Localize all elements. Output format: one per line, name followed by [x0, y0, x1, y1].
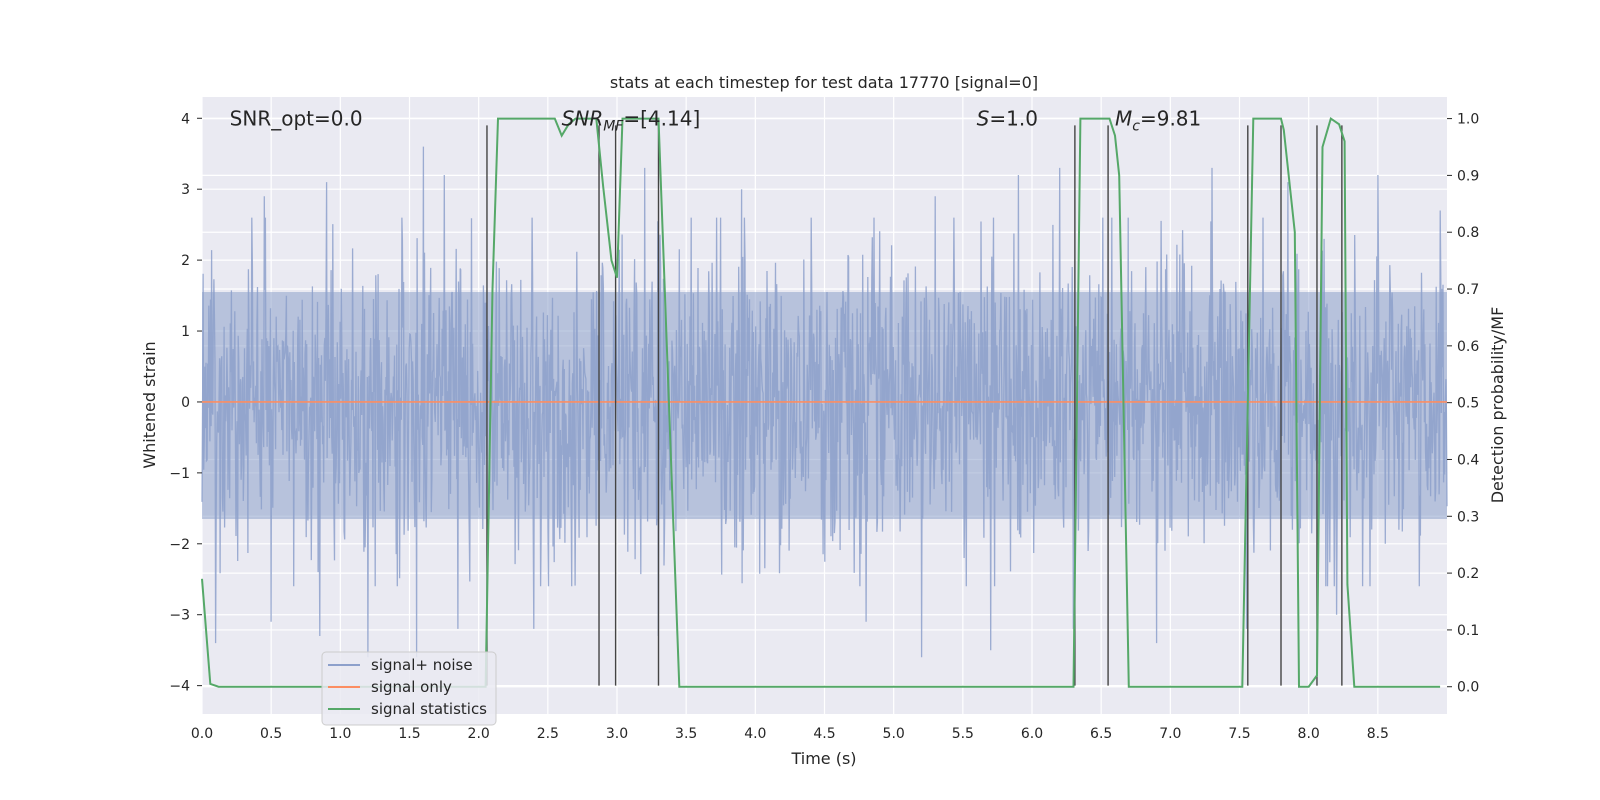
x-tick-label: 3.5	[675, 726, 697, 742]
y-axis-right-title: Detection probability/MF	[1488, 307, 1507, 504]
annotation: Mc=9.81	[1115, 106, 1201, 134]
signal-statistics-line	[201, 116, 1441, 688]
y-tick-label: 0	[181, 395, 190, 411]
legend-box	[321, 651, 497, 726]
x-tick-label: 2.0	[468, 726, 490, 742]
y-tick-label: 2	[181, 253, 190, 269]
annotation: S=1.0	[977, 106, 1038, 130]
x-tick-label: 7.0	[1159, 726, 1181, 742]
x-tick-label: 8.5	[1367, 726, 1389, 742]
y-tick-label: −3	[169, 608, 190, 624]
x-tick-label: 6.5	[1090, 726, 1112, 742]
y-right-tick-label: 0.2	[1457, 566, 1479, 582]
legend-label-signal-only: signal only	[371, 678, 452, 696]
x-tick-label: 0.0	[191, 726, 213, 742]
x-tick-label: 3.0	[606, 726, 628, 742]
y-right-tick-label: 0.5	[1457, 396, 1479, 412]
x-tick-label: 0.5	[260, 726, 282, 742]
signal-noise-core	[202, 292, 1447, 519]
series-signal-statistics	[201, 116, 1441, 688]
x-tick-label: 2.5	[537, 726, 559, 742]
legend: signal+ noise signal only signal statist…	[321, 651, 497, 726]
x-axis-title: Time (s)	[790, 749, 856, 768]
annotation: SNRMF=[4.14]	[562, 106, 701, 134]
chart-title: stats at each timestep for test data 177…	[610, 73, 1038, 92]
y-axis-title: Whitened strain	[140, 341, 159, 468]
y-right-tick-label: 1.0	[1457, 112, 1479, 128]
x-tick-label: 8.0	[1298, 726, 1320, 742]
x-tick-label: 4.5	[813, 726, 835, 742]
y-tick-label: 4	[181, 111, 190, 127]
y-right-tick-label: 0.1	[1457, 623, 1479, 639]
y-tick-label: 3	[181, 182, 190, 198]
y-axis-right: 1.0 0.9 0.8 0.7 0.6 0.5 0.4 0.3 0.2 0.1 0.0	[1447, 112, 1479, 696]
legend-label-signal-statistics: signal statistics	[371, 700, 487, 718]
x-axis: 0.0 0.5 1.0 1.5 2.0 2.5 3.0 3.5 4.0 4.5 5.0 5.5 6.0 6…	[191, 726, 1389, 742]
y-tick-label: 1	[181, 324, 190, 340]
y-right-tick-label: 0.0	[1457, 680, 1479, 696]
x-tick-label: 1.0	[329, 726, 351, 742]
x-tick-label: 4.0	[744, 726, 766, 742]
y-right-tick-label: 0.9	[1457, 168, 1479, 184]
y-axis-left: 4 3 2 1 0 −1 −2 −3 −4	[169, 111, 202, 695]
x-tick-label: 5.0	[883, 726, 905, 742]
x-tick-label: 7.5	[1228, 726, 1250, 742]
annotation: SNR_opt=0.0	[230, 106, 363, 130]
series-signal-noise	[201, 146, 1448, 658]
y-tick-label: −2	[169, 537, 190, 553]
legend-label-signal-noise: signal+ noise	[371, 656, 473, 674]
y-right-tick-label: 0.3	[1457, 509, 1479, 525]
x-tick-label: 1.5	[398, 726, 420, 742]
y-tick-label: −1	[169, 466, 190, 482]
annotations: SNR_opt=0.0 SNRMF=[4.14] S=1.0 Mc=9.81	[230, 106, 1202, 134]
y-right-tick-label: 0.7	[1457, 282, 1479, 298]
x-tick-label: 5.5	[952, 726, 974, 742]
y-right-tick-label: 0.8	[1457, 225, 1479, 241]
y-tick-label: −4	[169, 679, 190, 695]
x-tick-label: 6.0	[1021, 726, 1043, 742]
y-right-tick-label: 0.6	[1457, 339, 1479, 355]
y-right-tick-label: 0.4	[1457, 452, 1479, 468]
